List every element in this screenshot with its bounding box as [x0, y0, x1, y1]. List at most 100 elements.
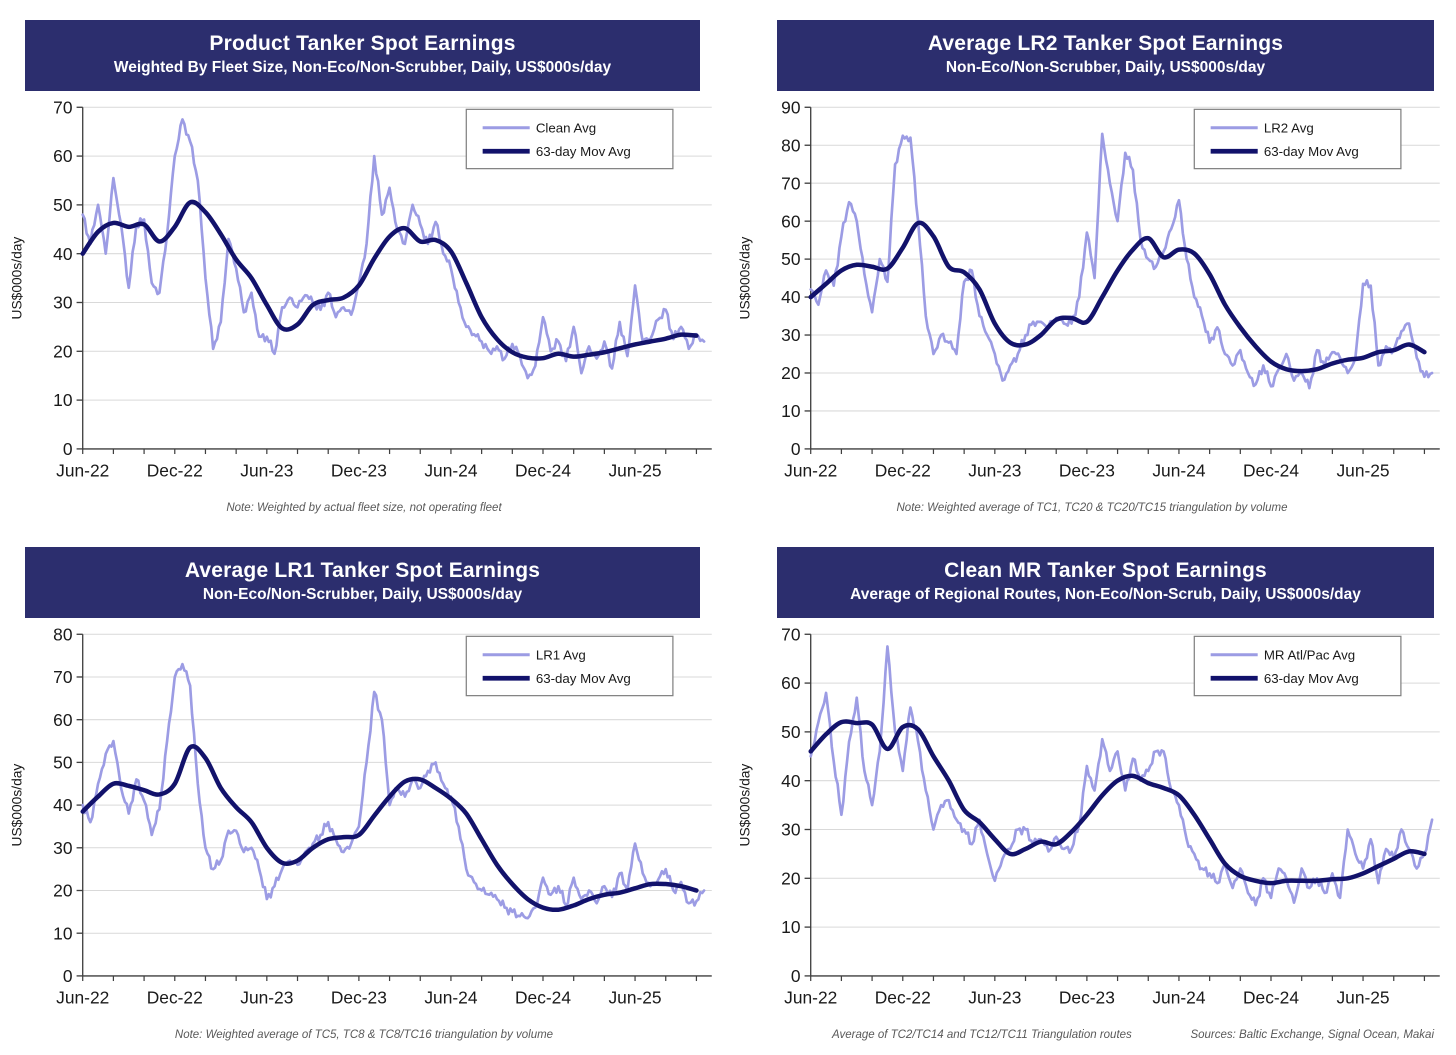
chart-product-tanker: Product Tanker Spot Earnings Weighted By…: [0, 0, 728, 527]
y-tick-label: 60: [53, 710, 72, 730]
y-tick-label: 20: [53, 881, 72, 901]
legend-label: LR2 Avg: [1264, 120, 1314, 135]
x-tick-label: Jun-25: [1336, 988, 1389, 1008]
legend: [465, 108, 674, 170]
y-tick-label: 40: [53, 795, 72, 815]
y-tick-label: 60: [781, 211, 800, 231]
x-tick-label: Jun-25: [608, 461, 661, 481]
chart-footnote: Average of TC2/TC14 and TC12/TC11 Triang…: [832, 1029, 1434, 1041]
x-tick-label: Jun-25: [1336, 461, 1389, 481]
y-tick-label: 0: [63, 439, 73, 459]
x-tick-label: Jun-22: [784, 988, 837, 1008]
x-tick-label: Dec-24: [515, 988, 571, 1008]
x-tick-label: Jun-24: [424, 988, 477, 1008]
chart-canvas: 0 10 20 30 40 50 60 70 80 Jun-22 Dec-22 Jun-23 Dec-2…: [9, 624, 712, 1008]
y-tick-label: 70: [53, 97, 72, 117]
x-tick-label: Jun-24: [1152, 988, 1205, 1008]
x-tick-label: Dec-24: [515, 461, 571, 481]
chart-title: Clean MR Tanker Spot Earnings: [944, 559, 1267, 582]
daily-series-line: [81, 118, 706, 380]
y-axis-title: US$000s/day: [9, 764, 24, 847]
legend: [1193, 635, 1402, 697]
moving-average-line: [808, 220, 1427, 374]
y-tick-label: 50: [781, 249, 800, 269]
x-tick-label: Jun-22: [56, 988, 109, 1008]
chart-subtitle: Non-Eco/Non-Scrubber, Daily, US$000s/day: [945, 59, 1266, 76]
y-tick-label: 10: [781, 917, 800, 937]
chart-subtitle: Weighted By Fleet Size, Non-Eco/Non-Scru…: [113, 59, 612, 76]
y-tick-label: 10: [781, 401, 800, 421]
x-tick-label: Jun-23: [240, 461, 293, 481]
legend-label: 63-day Mov Avg: [536, 144, 631, 159]
chart-footnote: Note: Weighted average of TC1, TC20 & TC…: [762, 502, 1422, 514]
y-tick-label: 0: [63, 966, 73, 986]
y-tick-label: 50: [53, 753, 72, 773]
x-tick-label: Dec-22: [875, 988, 931, 1008]
x-tick-label: Dec-22: [147, 988, 203, 1008]
y-tick-label: 10: [53, 923, 72, 943]
chart-title-bar: Average LR1 Tanker Spot Earnings Non-Eco…: [25, 547, 700, 618]
chart-note: Average of TC2/TC14 and TC12/TC11 Triang…: [832, 1029, 1132, 1042]
y-tick-label: 50: [781, 722, 800, 742]
x-tick-label: Jun-25: [608, 988, 661, 1008]
x-tick-label: Jun-23: [968, 461, 1021, 481]
chart-canvas: 0 10 20 30 40 50 60 70 Jun-22 Dec-22 Jun-23 Dec-23 J…: [9, 97, 712, 481]
y-tick-label: 30: [53, 293, 72, 313]
chart-footnote: Note: Weighted by actual fleet size, not…: [34, 502, 694, 514]
y-tick-label: 40: [781, 287, 800, 307]
x-tick-label: Dec-22: [147, 461, 203, 481]
legend-label: 63-day Mov Avg: [1264, 671, 1359, 686]
chart-subtitle: Non-Eco/Non-Scrubber, Daily, US$000s/day: [202, 586, 523, 603]
chart-canvas: 0 10 20 30 40 50 60 70 80 90 Jun-22 Dec-22 Jun-23 Dec…: [737, 97, 1440, 481]
chart-lr1-tanker: Average LR1 Tanker Spot Earnings Non-Eco…: [0, 527, 728, 1055]
legend-label: MR Atl/Pac Avg: [1264, 647, 1355, 662]
chart-canvas: 0 10 20 30 40 50 60 70 Jun-22 Dec-22 Jun-23 Dec-23 J…: [737, 624, 1440, 1008]
chart-title-bar: Clean MR Tanker Spot Earnings Average of…: [777, 547, 1434, 618]
daily-series-line: [809, 132, 1434, 390]
y-tick-label: 20: [53, 341, 72, 361]
x-tick-label: Jun-22: [56, 461, 109, 481]
legend: [1193, 108, 1402, 170]
y-tick-label: 60: [781, 673, 800, 693]
y-tick-label: 20: [781, 363, 800, 383]
chart-title: Average LR1 Tanker Spot Earnings: [184, 559, 541, 582]
chart-mr-tanker: Clean MR Tanker Spot Earnings Average of…: [728, 527, 1456, 1055]
y-tick-label: 40: [53, 244, 72, 264]
legend-label: 63-day Mov Avg: [1264, 144, 1359, 159]
y-tick-label: 20: [781, 868, 800, 888]
chart-title: Average LR2 Tanker Spot Earnings: [927, 32, 1284, 55]
chart-note: Note: Weighted by actual fleet size, not…: [226, 502, 502, 515]
y-tick-label: 30: [53, 838, 72, 858]
moving-average-line: [80, 199, 699, 361]
chart-plot: 0 10 20 30 40 50 60 70 80 90 Jun-22 Dec-22 Jun-23 Dec…: [734, 95, 1450, 502]
legend-label: Clean Avg: [536, 120, 596, 135]
y-axis-title: US$000s/day: [9, 237, 24, 320]
chart-lr2-tanker: Average LR2 Tanker Spot Earnings Non-Eco…: [728, 0, 1456, 527]
y-tick-label: 0: [791, 439, 801, 459]
chart-subtitle: Average of Regional Routes, Non-Eco/Non-…: [850, 586, 1361, 603]
x-tick-label: Dec-24: [1243, 988, 1299, 1008]
x-tick-label: Dec-22: [875, 461, 931, 481]
y-tick-label: 80: [53, 624, 72, 644]
chart-footnote: Note: Weighted average of TC5, TC8 & TC8…: [34, 1029, 694, 1041]
chart-title: Product Tanker Spot Earnings: [209, 32, 516, 55]
x-tick-label: Dec-23: [1059, 988, 1115, 1008]
y-tick-label: 60: [53, 146, 72, 166]
chart-note: Note: Weighted average of TC1, TC20 & TC…: [896, 502, 1288, 515]
x-tick-label: Dec-23: [331, 461, 387, 481]
x-tick-label: Jun-24: [1152, 461, 1205, 481]
moving-average-line: [808, 719, 1427, 886]
x-tick-label: Jun-22: [784, 461, 837, 481]
x-tick-label: Jun-23: [240, 988, 293, 1008]
y-tick-label: 70: [781, 624, 800, 644]
x-tick-label: Jun-23: [968, 988, 1021, 1008]
y-axis-title: US$000s/day: [737, 764, 752, 847]
y-tick-label: 10: [53, 390, 72, 410]
chart-plot: 0 10 20 30 40 50 60 70 Jun-22 Dec-22 Jun-23 Dec-23 J…: [734, 622, 1450, 1029]
y-tick-label: 0: [791, 966, 801, 986]
chart-plot: 0 10 20 30 40 50 60 70 80 Jun-22 Dec-22 Jun-23 Dec-2…: [6, 622, 722, 1029]
x-tick-label: Dec-23: [331, 988, 387, 1008]
y-tick-label: 80: [781, 135, 800, 155]
chart-plot: 0 10 20 30 40 50 60 70 Jun-22 Dec-22 Jun-23 Dec-23 J…: [6, 95, 722, 502]
